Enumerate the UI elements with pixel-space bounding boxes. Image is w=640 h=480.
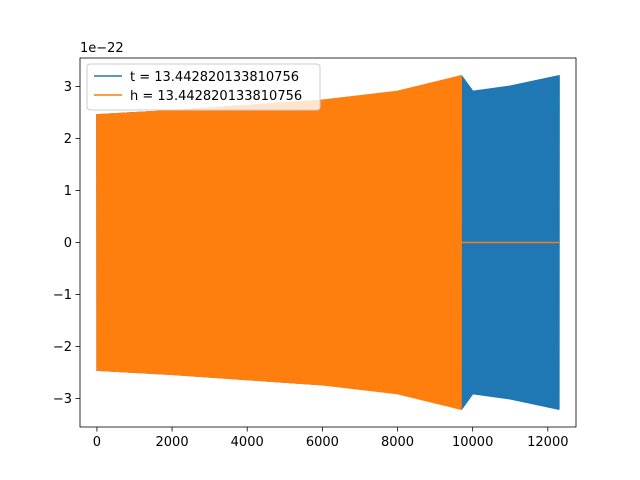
x-tick-label: 8000 bbox=[381, 435, 414, 450]
x-tick-label: 6000 bbox=[306, 435, 339, 450]
y-tick-label: −2 bbox=[53, 340, 72, 355]
x-tick-label: 4000 bbox=[231, 435, 264, 450]
y-tick-label: −3 bbox=[53, 392, 72, 407]
y-tick-label: 1 bbox=[64, 184, 72, 199]
x-tick-label: 10000 bbox=[452, 435, 493, 450]
legend-label-0: t = 13.442820133810756 bbox=[130, 70, 299, 85]
legend-box bbox=[86, 63, 321, 111]
y-tick-label: 0 bbox=[64, 236, 72, 251]
legend-label-1: h = 13.442820133810756 bbox=[130, 89, 302, 104]
y-tick-label: −1 bbox=[53, 288, 72, 303]
y-tick-label: 3 bbox=[64, 80, 72, 95]
x-tick-label: 0 bbox=[93, 435, 101, 450]
axes: 0 2000 4000 6000 8000 10000 12000 −3 −2 −1 0 1 2 3 bbox=[53, 57, 577, 450]
legend: t = 13.442820133810756 h = 13.44282013381… bbox=[86, 63, 321, 111]
y-tick-label: 2 bbox=[64, 132, 72, 147]
x-tick-label: 2000 bbox=[156, 435, 189, 450]
y-offset-label: 1e−22 bbox=[80, 41, 124, 56]
plot-area bbox=[96, 75, 560, 410]
series-1-signal bbox=[96, 75, 462, 410]
x-tick-label: 12000 bbox=[527, 435, 568, 450]
